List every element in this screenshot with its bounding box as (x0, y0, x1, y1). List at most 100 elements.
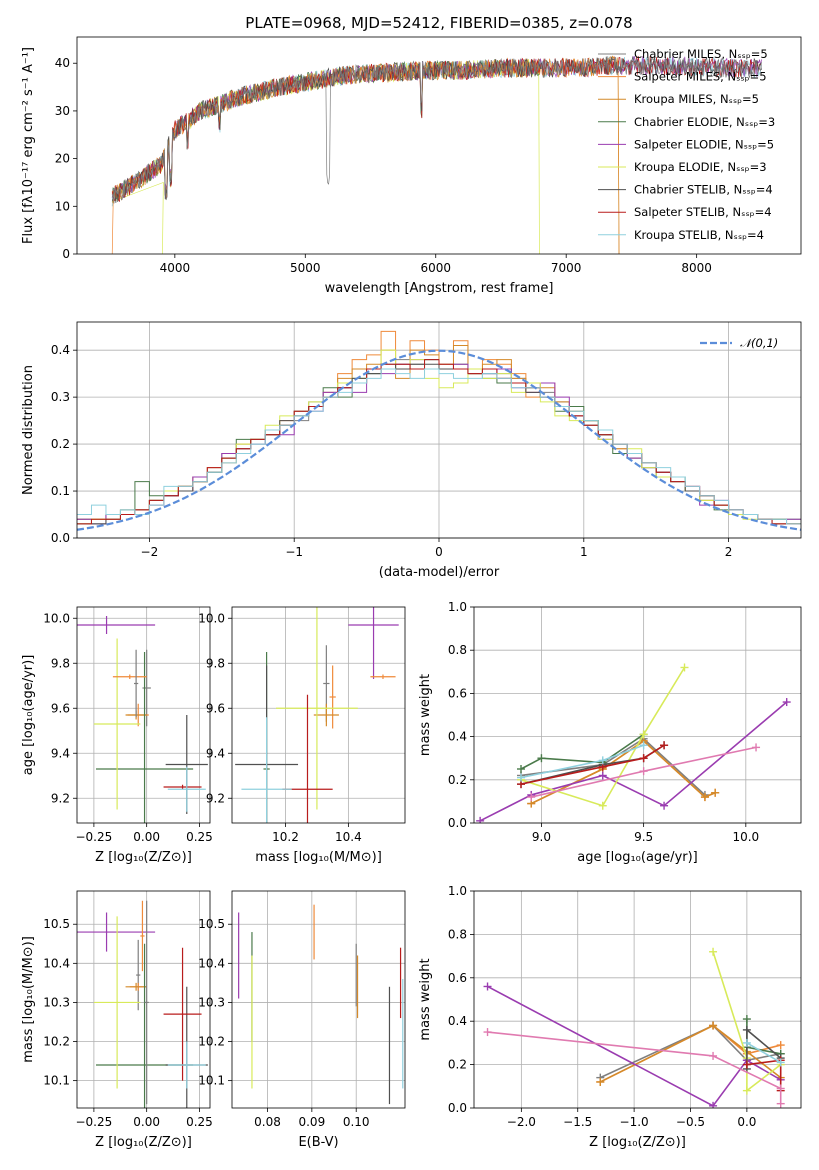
y-tick-label: 10.1 (43, 1074, 70, 1088)
mass-weight-line-2 (599, 1024, 782, 1083)
y-tick-label: 10.3 (198, 995, 225, 1009)
mass-weight-vs-Z-plot (483, 947, 785, 1108)
x-tick-label: 2 (725, 545, 733, 559)
legend-entry: Chabrier MILES, Nₛₛₚ=5 (634, 47, 768, 61)
gaussian-curve (77, 349, 801, 531)
x-tick-label: 0.10 (343, 1115, 370, 1129)
mass-vs-Z-xlabel: Z [log₁₀(Z/Z⊙)] (95, 1135, 192, 1150)
x-tick-label: 0.00 (133, 1115, 160, 1129)
legend-entry: Kroupa ELODIE, Nₛₛₚ=3 (634, 160, 767, 174)
x-tick-label: −0.5 (676, 1115, 705, 1129)
y-tick-label: 9.8 (51, 656, 70, 670)
plus-marker (537, 754, 546, 763)
legend-entry: Chabrier STELIB, Nₛₛₚ=4 (634, 183, 773, 197)
plus-marker (527, 793, 536, 802)
mass-vs-EBV-xlabel: E(B-V) (298, 1135, 338, 1150)
plus-marker (639, 730, 648, 739)
plus-marker (742, 1086, 751, 1095)
plus-marker (598, 771, 607, 780)
plus-marker (709, 1101, 718, 1108)
legend-entry: Kroupa MILES, Nₛₛₚ=5 (634, 92, 759, 106)
y-tick-label: 0.2 (448, 1058, 467, 1072)
x-tick-label: 5000 (290, 261, 321, 275)
mass-weight-vs-age-xlabel: age [log₁₀(age/yr)] (577, 850, 698, 865)
mass-weight-line-1 (530, 739, 716, 805)
plus-marker (660, 741, 669, 750)
mass-weight-vs-age-axes: 9.0 9.5 10.0 0.0 0.2 0.4 0.6 0.8 1.0 (448, 600, 801, 844)
y-tick-label: 0.8 (448, 643, 467, 657)
plus-marker (483, 982, 492, 991)
plus-marker (639, 741, 648, 750)
plus-marker (660, 801, 669, 810)
y-tick-label: 0.4 (448, 1014, 467, 1028)
mass-vs-Z-plot (77, 900, 208, 1108)
y-tick-label: 0.2 (448, 773, 467, 787)
spectrum-xlabel: wavelength [Angstrom, rest frame] (325, 281, 554, 296)
mass-weight-line-2 (530, 739, 716, 805)
residual-histogram-xlabel: (data-model)/error (379, 565, 500, 580)
age-vs-mass-xlabel: mass [log₁₀(M/M⊙)] (255, 850, 382, 865)
plus-marker (598, 801, 607, 810)
legend-entry: Chabrier ELODIE, Nₛₛₚ=3 (634, 115, 775, 129)
spectrum-axes: 4000 5000 6000 7000 8000 0 10 20 30 40 (55, 56, 712, 275)
plot-frame (76, 321, 802, 539)
spectrum-series-1 (111, 56, 620, 254)
mass-vs-EBV-axes: 0.08 0.09 0.10 10.1 10.2 10.3 10.4 10.5 (198, 891, 405, 1129)
mass-weight-vs-Z-ylabel: mass weight (418, 958, 433, 1040)
x-tick-label: −1 (285, 545, 303, 559)
y-tick-label: 0.8 (448, 927, 467, 941)
mass-weight-line-0 (520, 737, 706, 796)
y-tick-label: 0.2 (51, 437, 70, 451)
x-tick-label: 0.25 (186, 830, 213, 844)
x-tick-label: 7000 (551, 261, 582, 275)
mass-weight-vs-age-plot (476, 663, 791, 823)
age-vs-Z-ylabel: age [log₁₀(age/yr)] (21, 655, 36, 776)
plot-frame (473, 606, 802, 824)
y-tick-label: 10.3 (43, 995, 70, 1009)
age-vs-mass-plot (235, 607, 399, 823)
mass-weight-line-0 (599, 1024, 781, 1079)
spectrum-legend: Chabrier MILES, Nₛₛₚ=5 Salpeter MILES, Nₛ… (598, 47, 775, 242)
mass-weight-line-4 (479, 701, 788, 822)
y-tick-label: 0.6 (448, 686, 467, 700)
y-tick-label: 9.4 (51, 746, 70, 760)
x-tick-label: −1.0 (620, 1115, 649, 1129)
plot-frame (231, 890, 406, 1109)
x-tick-label: 6000 (420, 261, 451, 275)
x-tick-label: 0.09 (298, 1115, 325, 1129)
plus-marker (598, 756, 607, 765)
y-tick-label: 9.2 (51, 791, 70, 805)
y-tick-label: 0.3 (51, 390, 70, 404)
age-vs-mass-axes: 10.2 10.4 9.2 9.4 9.6 9.8 10.0 (198, 607, 405, 844)
y-tick-label: 10.5 (198, 917, 225, 931)
plus-marker (639, 754, 648, 763)
x-tick-label: 0.25 (186, 1115, 213, 1129)
y-tick-label: 10.1 (198, 1074, 225, 1088)
x-tick-label: −2 (141, 545, 159, 559)
y-tick-label: 9.6 (206, 701, 225, 715)
plus-marker (709, 947, 718, 956)
x-tick-label: 0.00 (133, 830, 160, 844)
plus-marker (483, 1028, 492, 1037)
y-tick-label: 10.5 (43, 917, 70, 931)
legend-entry: Kroupa STELIB, Nₛₛₚ=4 (634, 228, 764, 242)
plus-marker (742, 1060, 751, 1069)
y-tick-label: 10.2 (43, 1035, 70, 1049)
spectrum-plot (111, 55, 762, 254)
mass-weight-vs-Z-xlabel: Z [log₁₀(Z/Z⊙)] (589, 1135, 686, 1150)
legend-entry: 𝒩(0,1) (740, 336, 778, 350)
age-vs-Z-xlabel: Z [log₁₀(Z/Z⊙)] (95, 850, 192, 865)
y-tick-label: 10.0 (198, 611, 225, 625)
x-tick-label: 0 (435, 545, 443, 559)
y-tick-label: 1.0 (448, 600, 467, 614)
spectrum-ylabel: Flux [fλ10⁻¹⁷ erg cm⁻² s⁻¹ A⁻¹] (21, 47, 36, 244)
y-tick-label: 0.0 (51, 531, 70, 545)
plus-marker (742, 1038, 751, 1047)
legend-entry: Salpeter STELIB, Nₛₛₚ=4 (634, 205, 772, 219)
y-tick-label: 20 (55, 152, 70, 166)
mass-vs-Z-ylabel: mass [log₁₀(M/M⊙)] (21, 936, 36, 1063)
y-tick-label: 0.0 (448, 1101, 467, 1115)
y-tick-label: 10.4 (198, 956, 225, 970)
y-tick-label: 0.4 (51, 343, 70, 357)
